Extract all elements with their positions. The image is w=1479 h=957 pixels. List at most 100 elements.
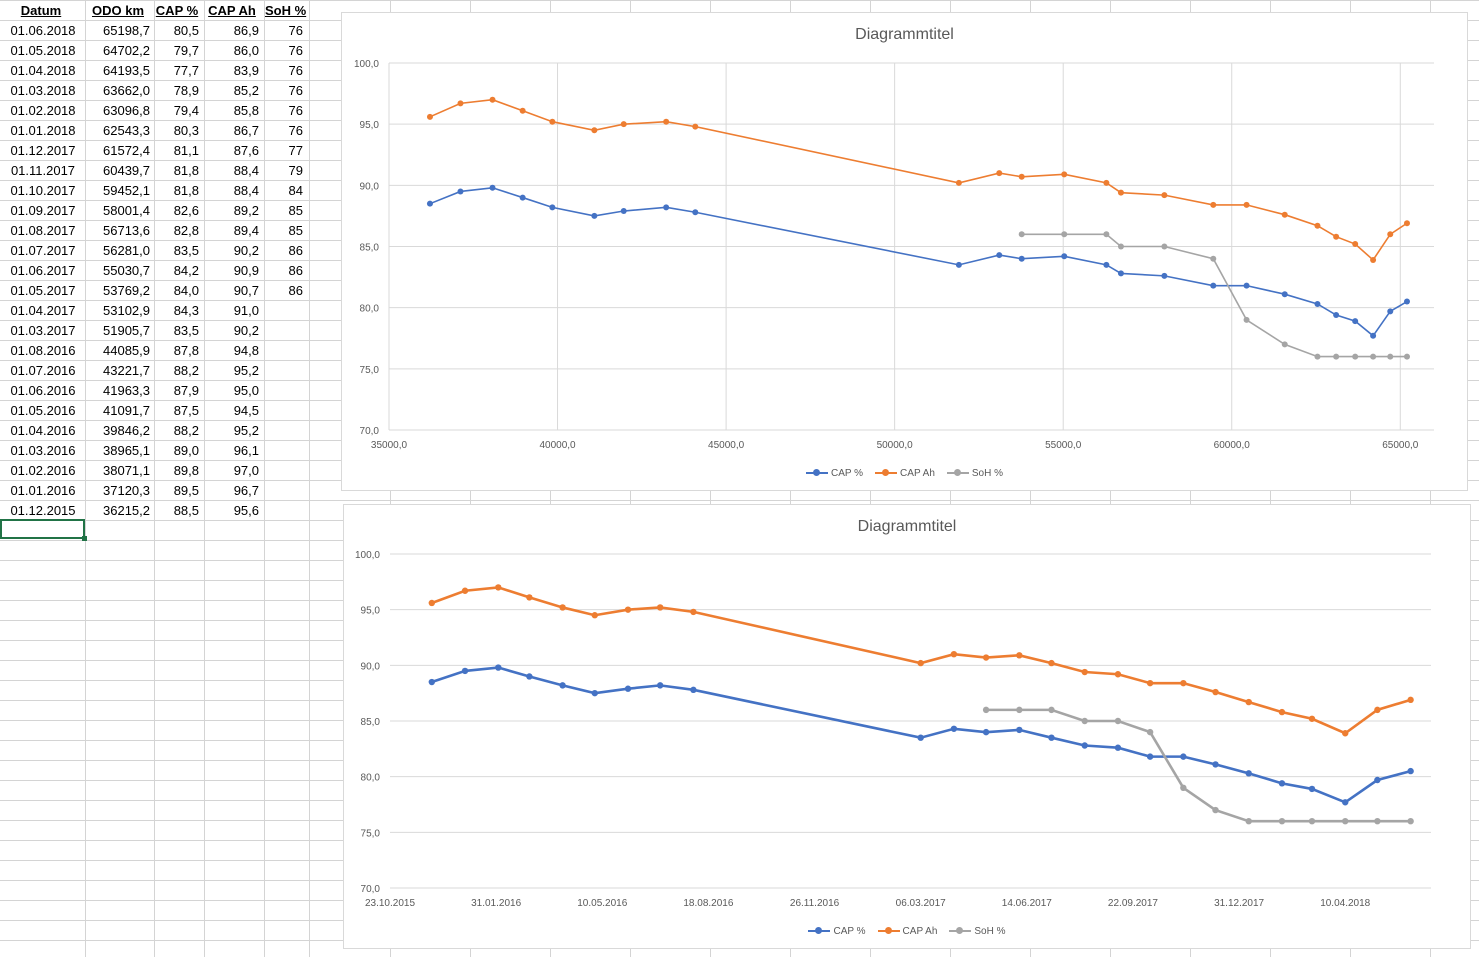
data-point[interactable] [1342,730,1349,737]
table-cell[interactable]: 01.05.2017 [10,283,76,298]
data-point[interactable] [1212,761,1219,768]
data-point[interactable] [624,606,632,613]
data-point[interactable] [1374,776,1381,784]
table-cell[interactable]: 88,2 [173,363,199,378]
table-cell[interactable] [265,460,303,480]
table-cell[interactable]: 94,8 [233,343,259,358]
data-point[interactable] [1314,353,1321,360]
table-cell[interactable] [265,500,303,520]
table-cell[interactable]: 43221,7 [103,363,150,378]
table-cell[interactable]: 96,1 [233,443,259,458]
table-cell[interactable]: 83,5 [173,323,199,338]
table-cell[interactable]: 76 [288,63,303,78]
table-cell[interactable] [265,360,303,380]
data-point[interactable] [656,604,664,611]
table-cell[interactable]: 90,9 [233,263,259,278]
data-point[interactable] [620,121,627,128]
data-point[interactable] [982,728,990,736]
table-cell[interactable]: 80,3 [173,123,199,138]
table-cell[interactable]: 96,7 [233,483,259,498]
data-point[interactable] [1278,708,1286,716]
data-point[interactable] [549,118,556,125]
data-point[interactable] [982,706,990,714]
data-point[interactable] [461,587,469,594]
data-point[interactable] [690,608,697,616]
data-point[interactable] [950,651,958,658]
table-cell[interactable]: 86 [288,263,303,278]
table-cell[interactable]: 94,5 [233,403,259,418]
table-cell[interactable] [265,380,303,400]
table-cell[interactable]: 79,4 [173,103,199,118]
table-cell[interactable]: 63096,8 [103,103,150,118]
table-cell[interactable]: 76 [288,43,303,58]
table-cell[interactable] [265,320,303,340]
data-point[interactable] [1114,671,1122,678]
data-point[interactable] [1407,767,1414,775]
table-cell[interactable]: 76 [288,103,303,118]
data-point[interactable] [489,96,496,103]
table-cell[interactable]: 88,4 [233,183,259,198]
legend-item[interactable]: CAP Ah [875,468,935,479]
column-header[interactable]: SoH % [265,3,307,18]
data-point[interactable] [917,659,924,667]
table-cell[interactable]: 85 [288,203,303,218]
data-point[interactable] [1212,688,1219,696]
table-cell[interactable]: 86 [288,283,303,298]
data-point[interactable] [1114,744,1122,751]
table-cell[interactable]: 01.10.2017 [10,183,76,198]
data-point[interactable] [1146,728,1154,736]
table-cell[interactable]: 58001,4 [103,203,150,218]
column-header[interactable]: ODO km [91,3,144,18]
data-point[interactable] [1161,243,1168,250]
table-cell[interactable]: 01.12.2015 [10,503,76,518]
data-point[interactable] [1387,353,1394,360]
data-point[interactable] [1048,659,1055,667]
data-point[interactable] [1243,201,1250,208]
table-cell[interactable]: 01.03.2018 [10,83,76,98]
column-header[interactable]: CAP % [155,3,199,18]
data-point[interactable] [526,594,533,601]
table-cell[interactable]: 56281,0 [103,243,150,258]
data-point[interactable] [591,127,598,134]
table-cell[interactable]: 37120,3 [103,483,150,498]
data-point[interactable] [457,188,464,195]
table-cell[interactable]: 89,2 [233,203,259,218]
data-point[interactable] [1342,799,1349,806]
data-point[interactable] [656,682,664,689]
table-cell[interactable]: 79,7 [173,43,199,58]
data-point[interactable] [1352,241,1359,248]
data-point[interactable] [1245,818,1252,825]
table-cell[interactable]: 88,4 [233,163,259,178]
table-cell[interactable]: 64702,2 [103,43,150,58]
table-cell[interactable] [265,300,303,320]
table-cell[interactable]: 84,2 [173,263,199,278]
data-point[interactable] [1117,270,1124,277]
data-point[interactable] [1048,706,1055,714]
data-point[interactable] [663,118,670,125]
data-point[interactable] [1161,192,1168,199]
table-cell[interactable]: 89,5 [173,483,199,498]
data-point[interactable] [1308,818,1316,825]
table-cell[interactable]: 56713,6 [103,223,150,238]
data-point[interactable] [624,685,632,692]
table-cell[interactable]: 85,8 [233,103,259,118]
table-cell[interactable]: 80,5 [173,23,199,38]
table-cell[interactable]: 01.12.2017 [10,143,76,158]
table-cell[interactable]: 87,5 [173,403,199,418]
table-cell[interactable]: 95,6 [233,503,259,518]
table-cell[interactable]: 36215,2 [103,503,150,518]
data-point[interactable] [1243,282,1250,289]
table-cell[interactable]: 95,0 [233,383,259,398]
data-point[interactable] [690,686,697,694]
table-cell[interactable]: 38965,1 [103,443,150,458]
table-cell[interactable]: 01.06.2017 [10,263,76,278]
data-point[interactable] [1278,780,1286,787]
legend-item[interactable]: CAP % [805,468,863,479]
data-point[interactable] [1333,312,1340,319]
table-cell[interactable]: 88,5 [173,503,199,518]
table-cell[interactable]: 61572,4 [103,143,150,158]
data-point[interactable] [549,204,556,211]
table-cell[interactable]: 84,0 [173,283,199,298]
data-point[interactable] [1281,341,1288,348]
table-cell[interactable]: 82,8 [173,223,199,238]
